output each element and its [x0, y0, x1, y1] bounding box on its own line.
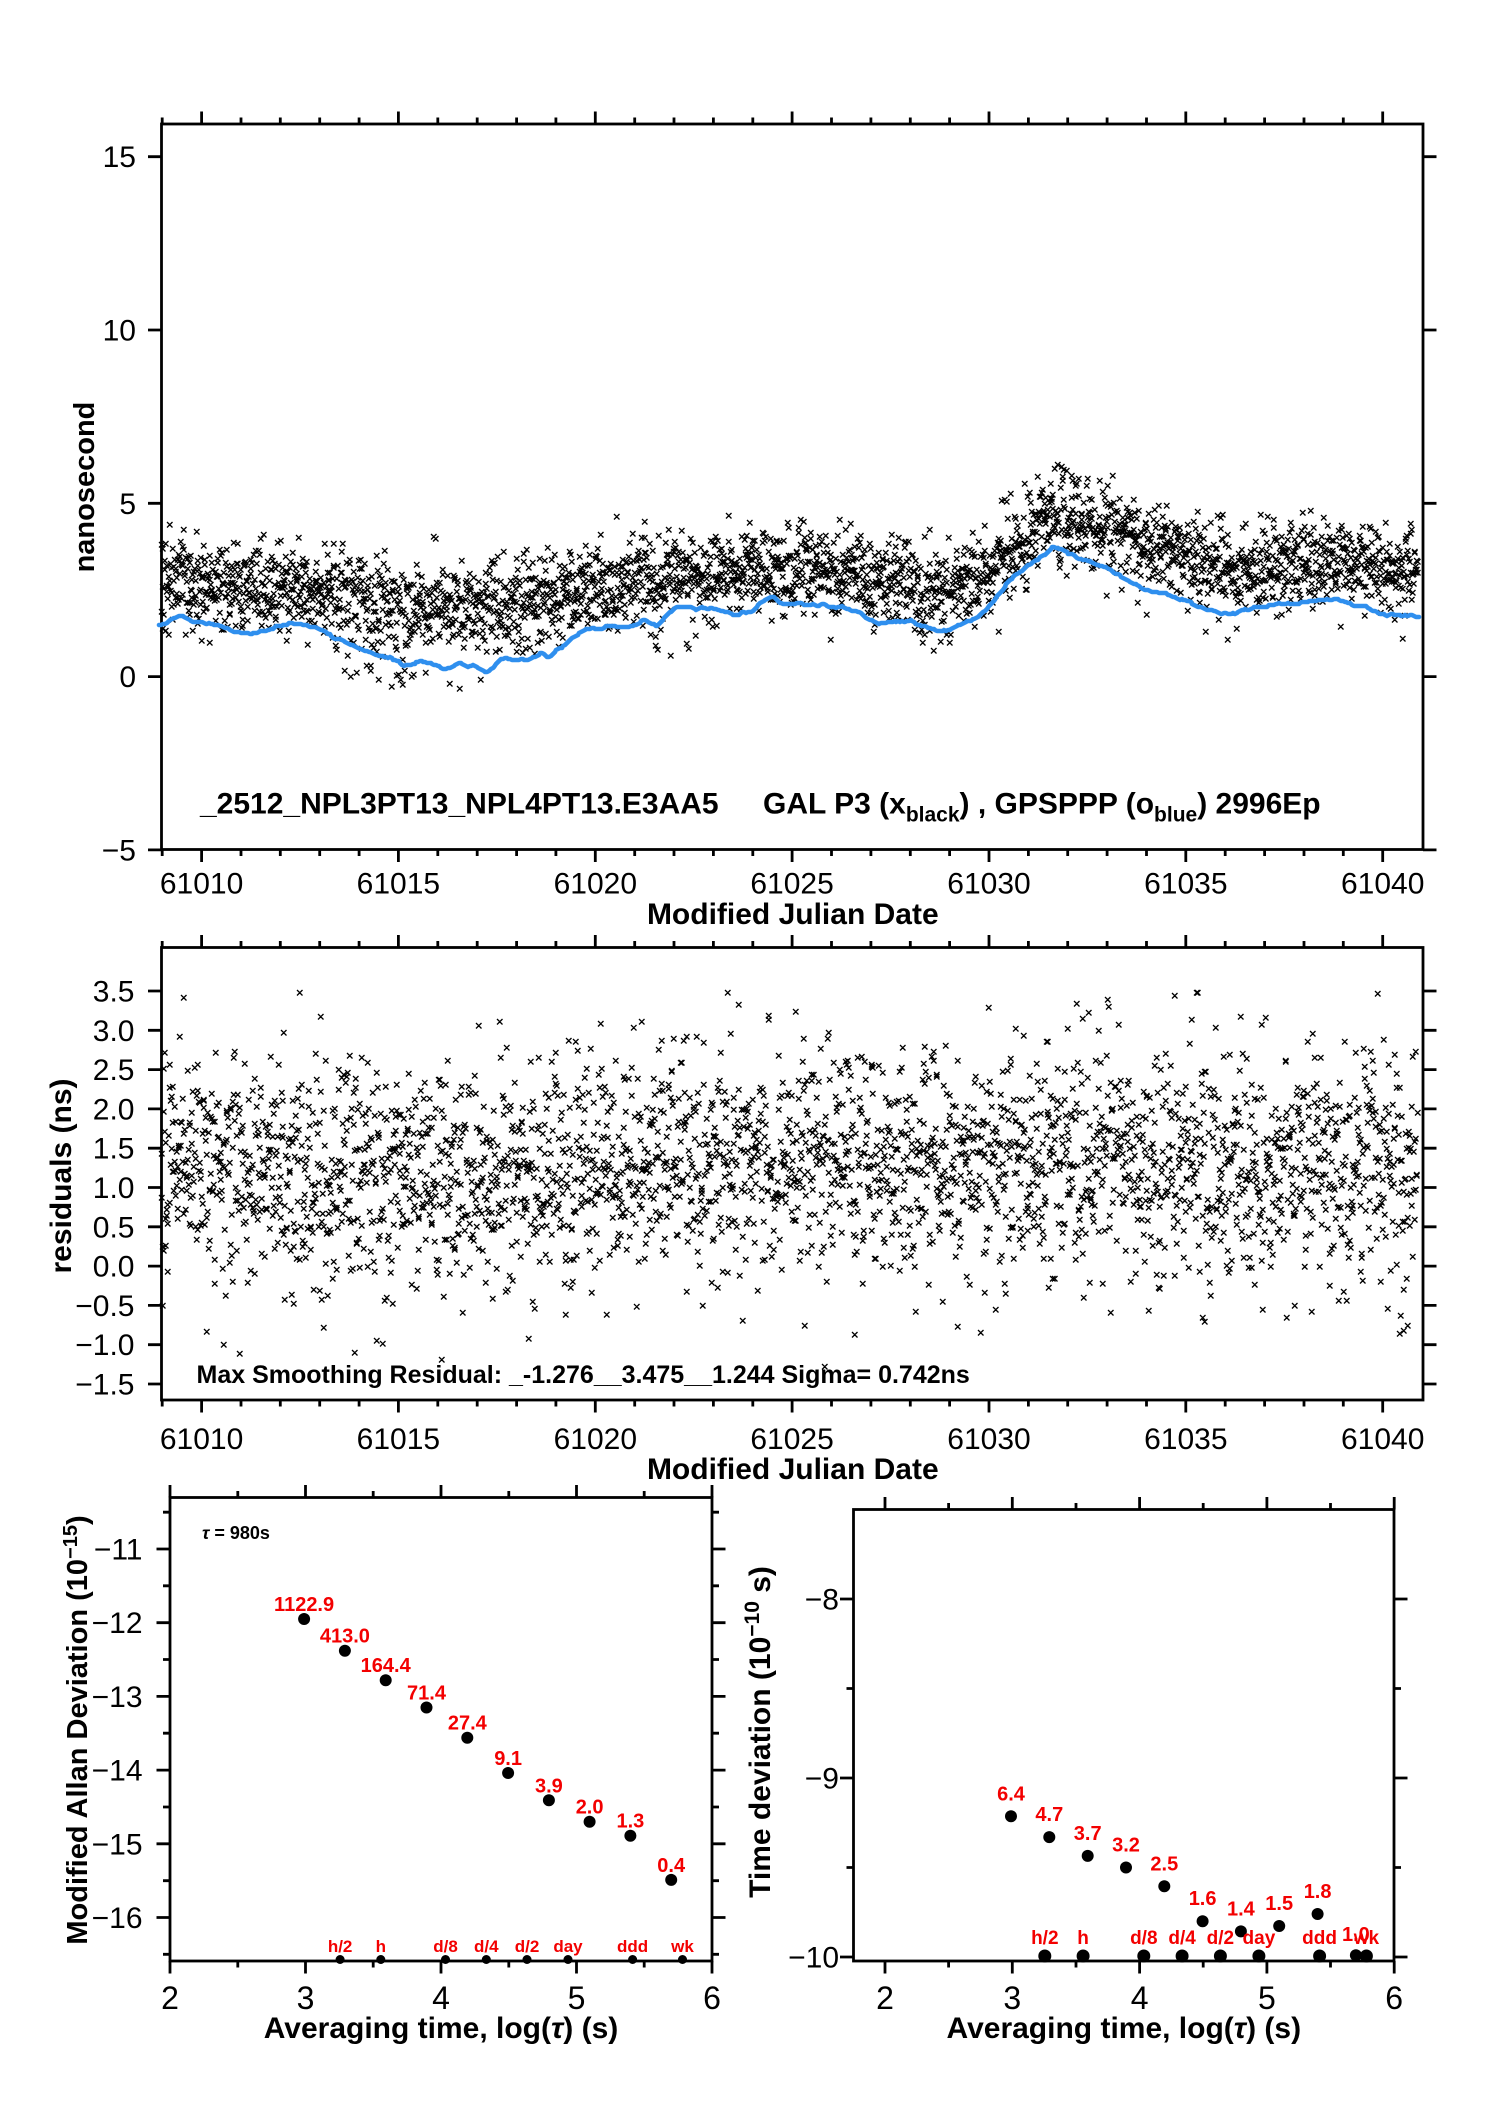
svg-text:4.7: 4.7 [1035, 1804, 1063, 1826]
svg-text:d/2: d/2 [1207, 1928, 1234, 1949]
svg-text:−1.0: −1.0 [75, 1329, 134, 1362]
svg-text:−16: −16 [92, 1902, 143, 1935]
svg-text:6.4: 6.4 [997, 1783, 1026, 1805]
svg-text:4: 4 [1131, 1980, 1149, 2016]
svg-text:3.0: 3.0 [93, 1015, 135, 1048]
svg-text:day: day [553, 1937, 583, 1956]
svg-text:61025: 61025 [750, 1423, 833, 1456]
svg-text:0.0: 0.0 [93, 1251, 135, 1284]
svg-text:61010: 61010 [160, 1423, 243, 1456]
svg-text:5: 5 [119, 488, 136, 521]
svg-text:61035: 61035 [1144, 868, 1227, 901]
svg-text:d/2: d/2 [515, 1937, 540, 1956]
svg-text:61020: 61020 [554, 868, 637, 901]
svg-text:h: h [1077, 1928, 1089, 1949]
svg-text:2.5: 2.5 [1150, 1853, 1178, 1875]
svg-text:h: h [376, 1937, 386, 1956]
svg-text:6: 6 [1385, 1980, 1403, 2016]
svg-text:61030: 61030 [947, 1423, 1030, 1456]
svg-text:−14: −14 [92, 1755, 143, 1788]
svg-text:6: 6 [703, 1980, 721, 2016]
svg-text:1.0: 1.0 [93, 1172, 135, 1205]
svg-text:−0.5: −0.5 [75, 1290, 134, 1323]
svg-text:wk: wk [1353, 1928, 1380, 1949]
svg-text:3.7: 3.7 [1074, 1823, 1102, 1845]
svg-text:3.9: 3.9 [535, 1775, 563, 1797]
svg-text:3: 3 [1003, 1980, 1021, 2016]
svg-text:−9: −9 [805, 1763, 839, 1796]
svg-text:0.5: 0.5 [93, 1211, 135, 1244]
svg-text:61040: 61040 [1341, 1423, 1424, 1456]
svg-text:1.6: 1.6 [1189, 1888, 1217, 1910]
svg-text:ddd: ddd [617, 1937, 648, 1956]
svg-text:3.5: 3.5 [93, 976, 135, 1009]
svg-text:1.3: 1.3 [616, 1811, 644, 1833]
svg-text:τ = 980s: τ = 980s [202, 1523, 270, 1543]
svg-text:d/8: d/8 [433, 1937, 458, 1956]
svg-text:61040: 61040 [1341, 868, 1424, 901]
svg-text:1.8: 1.8 [1304, 1881, 1332, 1903]
svg-text:61025: 61025 [750, 868, 833, 901]
svg-text:wk: wk [670, 1937, 694, 1956]
svg-text:61035: 61035 [1144, 1423, 1227, 1456]
svg-text:_2512_NPL3PT13_NPL4PT13.E3AA5: _2512_NPL3PT13_NPL4PT13.E3AA5 [199, 788, 719, 821]
svg-text:ddd: ddd [1302, 1928, 1337, 1949]
svg-text:−1.5: −1.5 [75, 1369, 134, 1402]
svg-text:2: 2 [161, 1980, 179, 2016]
svg-text:1122.9: 1122.9 [274, 1594, 334, 1616]
svg-text:Modified Julian Date: Modified Julian Date [647, 898, 939, 931]
svg-text:9.1: 9.1 [494, 1748, 522, 1770]
svg-text:2: 2 [876, 1980, 894, 2016]
svg-text:2.5: 2.5 [93, 1054, 135, 1087]
svg-text:h/2: h/2 [1031, 1928, 1058, 1949]
svg-text:residuals (ns): residuals (ns) [45, 1078, 78, 1273]
svg-text:−5: −5 [102, 834, 136, 867]
svg-text:−13: −13 [92, 1681, 143, 1714]
svg-text:61030: 61030 [947, 868, 1030, 901]
svg-text:−11: −11 [94, 1534, 143, 1567]
svg-text:1.5: 1.5 [93, 1133, 135, 1166]
svg-text:1.0: 1.0 [1342, 1924, 1370, 1946]
svg-text:5: 5 [1258, 1980, 1276, 2016]
svg-text:−8: −8 [805, 1584, 839, 1617]
svg-text:0.4: 0.4 [657, 1855, 686, 1877]
svg-text:Averaging time, log(τ) (s): Averaging time, log(τ) (s) [947, 2012, 1302, 2045]
svg-text:3.2: 3.2 [1112, 1835, 1140, 1857]
svg-text:413.0: 413.0 [320, 1626, 370, 1648]
svg-text:Averaging time, log(τ) (s): Averaging time, log(τ) (s) [264, 2012, 619, 2045]
svg-text:27.4: 27.4 [448, 1713, 488, 1735]
svg-text:0: 0 [119, 661, 136, 694]
svg-text:61015: 61015 [357, 1423, 440, 1456]
svg-text:Modified Julian Date: Modified Julian Date [647, 1453, 939, 1486]
svg-text:−12: −12 [92, 1607, 143, 1640]
svg-text:GAL P3 (xblack) , GPSPPP (obl: GAL P3 (xblack) , GPSPPP (oblue) 2996Ep [763, 788, 1321, 827]
svg-text:d/4: d/4 [474, 1937, 499, 1956]
svg-text:10: 10 [103, 315, 136, 348]
svg-text:61010: 61010 [160, 868, 243, 901]
svg-text:2.0: 2.0 [576, 1797, 604, 1819]
svg-text:61020: 61020 [554, 1423, 637, 1456]
svg-text:15: 15 [103, 141, 136, 174]
svg-text:1.4: 1.4 [1227, 1898, 1256, 1920]
svg-text:5: 5 [568, 1980, 586, 2016]
svg-text:d/8: d/8 [1130, 1928, 1157, 1949]
svg-text:−10: −10 [788, 1942, 839, 1975]
svg-text:d/4: d/4 [1168, 1928, 1196, 1949]
svg-text:4: 4 [432, 1980, 450, 2016]
svg-text:nanosecond: nanosecond [69, 402, 101, 573]
svg-text:164.4: 164.4 [361, 1655, 412, 1677]
svg-text:Modified Allan Deviation (10−1: Modified Allan Deviation (10−15) [60, 1515, 94, 1944]
svg-text:Max Smoothing Residual: _-1.27: Max Smoothing Residual: _-1.276__3.475__… [197, 1361, 970, 1389]
svg-text:−15: −15 [92, 1828, 143, 1861]
svg-text:61015: 61015 [357, 868, 440, 901]
svg-text:71.4: 71.4 [407, 1683, 447, 1705]
svg-text:2.0: 2.0 [93, 1093, 135, 1126]
svg-text:3: 3 [297, 1980, 315, 2016]
svg-text:day: day [1243, 1928, 1276, 1949]
svg-text:h/2: h/2 [328, 1937, 353, 1956]
svg-text:1.5: 1.5 [1265, 1893, 1293, 1915]
